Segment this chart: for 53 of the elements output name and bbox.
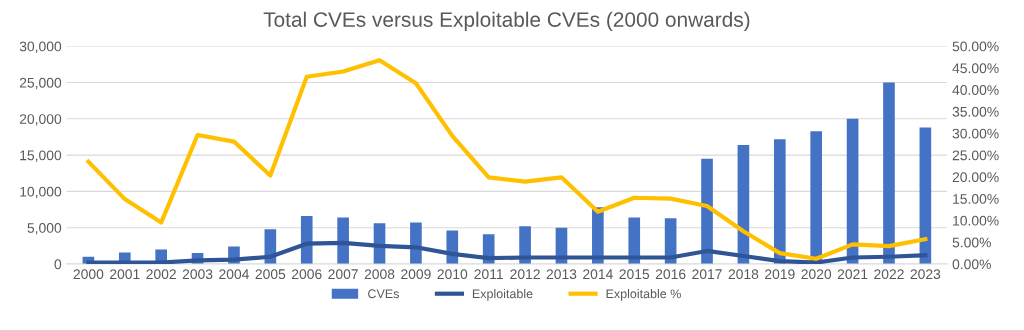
bar (883, 82, 895, 264)
y-tick-label: 0 (54, 259, 62, 270)
bar (701, 158, 713, 264)
y2-tick-label: 45.00% (952, 63, 999, 74)
bar (919, 127, 932, 264)
y-tick-label: 25,000 (19, 77, 62, 90)
x-tick-label: 2008 (364, 269, 395, 280)
x-tick-label: 2015 (619, 269, 650, 280)
y2-tick-label: 10.00% (953, 215, 999, 226)
line-series (86, 58, 928, 261)
y-tick-label: 5,000 (27, 223, 62, 235)
x-tick-label: 2018 (728, 269, 759, 280)
y-tick-label: 15,000 (20, 150, 62, 162)
x-tick-label: 2016 (655, 269, 686, 280)
legend-label: Exploitable % (606, 289, 681, 301)
x-tick-label: 2023 (910, 269, 941, 280)
legend-label: Exploitable (472, 289, 533, 301)
y-tick-label: 30,000 (19, 41, 62, 54)
bar (300, 216, 313, 264)
y2-tick-label: 30.00% (952, 128, 999, 139)
line-series (86, 240, 928, 264)
x-tick-label: 2003 (182, 269, 213, 280)
x-tick-label: 2013 (546, 269, 577, 280)
y2-tick-label: 20.00% (952, 172, 999, 183)
y2-tick-label: 50.00% (952, 41, 999, 52)
x-tick-label: 2009 (401, 269, 431, 280)
bar (773, 139, 786, 264)
x-tick-label: 2020 (801, 269, 832, 280)
y-tick-label: 10,000 (20, 186, 62, 199)
x-tick-label: 2010 (437, 269, 468, 280)
y2-tick-label: 25.00% (952, 150, 999, 161)
chart-title: Total CVEs versus Exploitable CVEs (2000 onwards) (263, 11, 750, 32)
legend-label: CVEs (368, 289, 399, 299)
x-tick-label: 2002 (146, 269, 176, 280)
x-tick-label: 2014 (583, 269, 613, 280)
x-tick-label: 2022 (874, 269, 904, 280)
x-tick-label: 2021 (837, 269, 868, 280)
x-tick-label: 2012 (510, 269, 540, 280)
x-tick-label: 2006 (291, 269, 322, 280)
x-tick-label: 2011 (474, 269, 503, 280)
x-tick-label: 2019 (765, 269, 795, 280)
x-tick-label: 2017 (692, 269, 722, 280)
x-tick-label: 2000 (73, 269, 104, 280)
x-tick-label: 2001 (110, 269, 140, 280)
x-tick-label: 2004 (219, 269, 249, 280)
y-tick-label: 20,000 (19, 114, 62, 126)
y2-tick-label: 40.00% (952, 85, 999, 95)
x-tick-label: 2005 (255, 269, 286, 280)
x-tick-label: 2007 (328, 269, 358, 280)
y2-tick-label: 5.00% (952, 237, 991, 248)
y2-tick-label: 0.00% (952, 259, 991, 270)
y2-tick-label: 35.00% (952, 106, 999, 117)
y2-tick-label: 15.00% (953, 193, 999, 204)
